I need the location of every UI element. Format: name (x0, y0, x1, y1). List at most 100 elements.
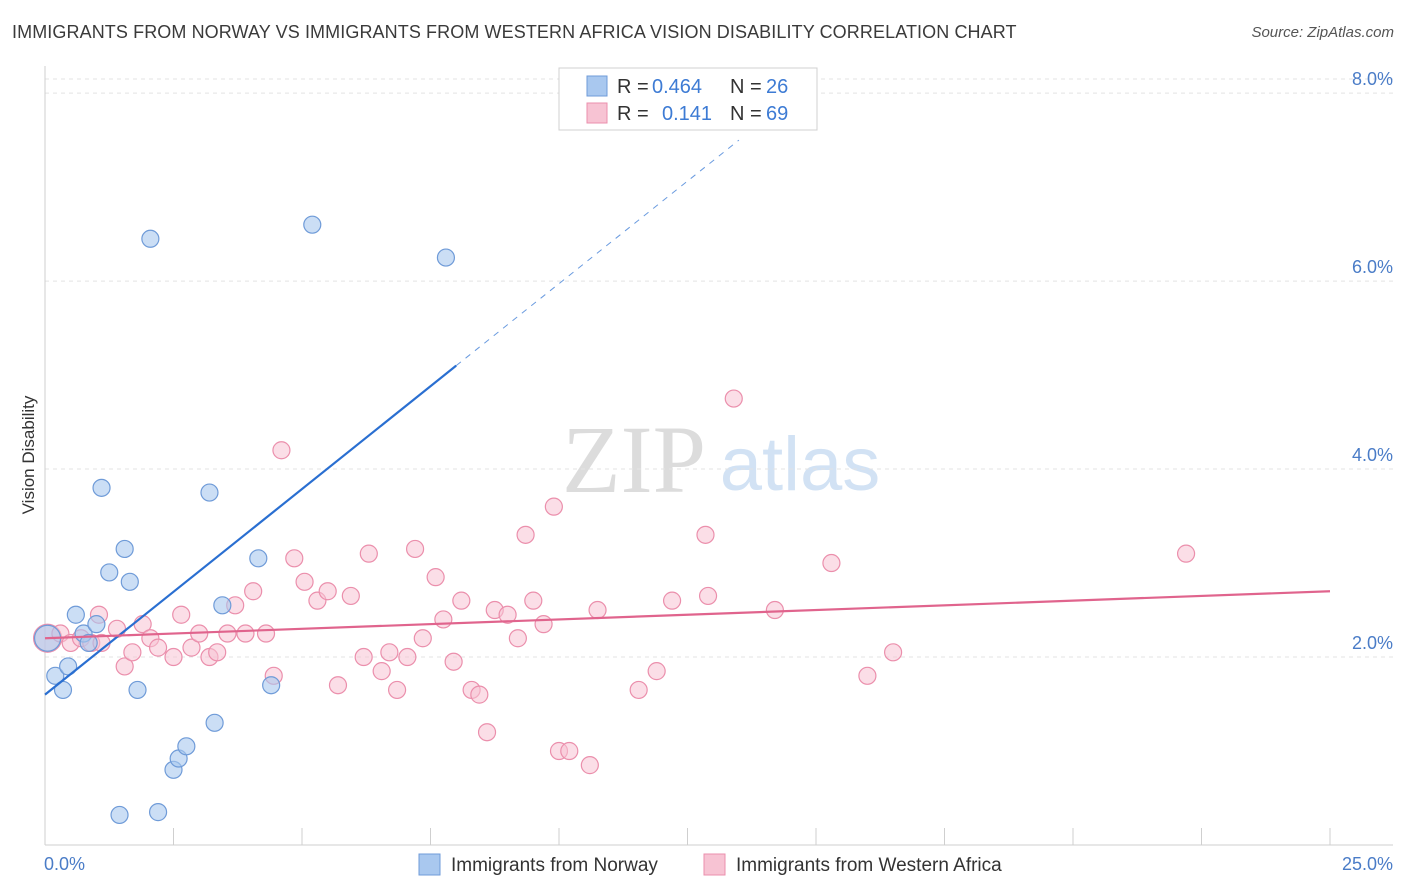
africa-point (172, 605, 191, 624)
africa-point (295, 572, 314, 591)
norway-n-label: N = (730, 76, 762, 98)
africa-r-label: R = (617, 103, 649, 125)
africa-point (647, 662, 666, 681)
africa-point (516, 525, 535, 544)
africa-point (123, 643, 142, 662)
africa-point (182, 638, 201, 657)
africa-point (822, 553, 841, 573)
norway-point (213, 596, 232, 615)
norway-point (200, 483, 219, 502)
africa-point (380, 643, 399, 662)
africa-point (470, 685, 489, 704)
norway-legend-swatch (586, 75, 608, 97)
africa-point (1176, 544, 1196, 563)
africa-point (477, 723, 497, 742)
y-tick-label: 6.0% (1352, 257, 1393, 277)
norway-series-points (33, 215, 456, 825)
chart-title: IMMIGRANTS FROM NORWAY VS IMMIGRANTS FRO… (12, 22, 1017, 42)
africa-series-points (32, 389, 1196, 775)
norway-series-name: Immigrants from Norway (451, 855, 658, 876)
norway-point (249, 549, 268, 568)
africa-series-name: Immigrants from Western Africa (736, 855, 1002, 876)
norway-point (205, 713, 224, 732)
norway-point (177, 737, 196, 756)
norway-point (120, 572, 139, 591)
y-tick-label: 8.0% (1352, 69, 1393, 89)
africa-point (698, 586, 718, 606)
africa-point (285, 549, 304, 568)
africa-point (218, 624, 237, 643)
norway-point (436, 248, 456, 267)
y-axis-label: Vision Disability (19, 395, 38, 514)
africa-point (434, 610, 453, 629)
norway-point (87, 615, 106, 634)
norway-point (66, 605, 85, 624)
watermark-atlas: atlas (720, 422, 881, 507)
africa-point (405, 539, 425, 559)
source-credit: Source: ZipAtlas.com (1251, 24, 1394, 41)
norway-point (79, 633, 98, 653)
norway-point (128, 680, 147, 700)
norway-point (148, 803, 168, 822)
norway-point (100, 563, 119, 582)
africa-legend-swatch (586, 102, 608, 124)
africa-point (354, 647, 373, 667)
africa-point (208, 643, 227, 662)
africa-point (580, 756, 599, 775)
norway-point (110, 805, 129, 825)
africa-point (413, 629, 432, 648)
africa-series-swatch (703, 853, 726, 876)
norway-trend-extension (455, 139, 740, 367)
africa-point (387, 680, 407, 700)
series-legend: Immigrants from Norway Immigrants from W… (418, 853, 1002, 876)
x-tick-label: 25.0% (1342, 854, 1393, 874)
norway-point (303, 215, 322, 234)
africa-point (164, 647, 183, 667)
watermark: ZIP atlas (562, 406, 880, 513)
africa-point (452, 591, 471, 610)
africa-point (236, 624, 255, 643)
africa-point (724, 389, 743, 408)
correlation-legend: R = 0.464 N = 26 R = 0.141 N = 69 (558, 67, 818, 131)
norway-point (141, 229, 160, 248)
y-tick-labels: 2.0% 4.0% 6.0% 8.0% (1352, 69, 1393, 653)
norway-point (262, 676, 281, 695)
africa-r-value: 0.141 (662, 103, 712, 125)
africa-point (544, 497, 563, 516)
norway-point (115, 539, 134, 559)
africa-n-value: 69 (766, 103, 788, 125)
gridlines (45, 78, 1395, 658)
y-tick-label: 4.0% (1352, 445, 1393, 465)
y-tick-label: 2.0% (1352, 633, 1393, 653)
africa-point (534, 615, 553, 634)
africa-point (256, 624, 276, 643)
africa-point (148, 638, 168, 657)
africa-point (696, 525, 715, 544)
norway-n-value: 26 (766, 76, 788, 98)
x-tick-label: 0.0% (44, 854, 85, 874)
africa-point (444, 652, 463, 671)
africa-point (244, 582, 263, 601)
africa-point (508, 629, 527, 648)
axes (44, 66, 1393, 846)
africa-n-label: N = (730, 103, 762, 125)
africa-point (765, 600, 784, 620)
africa-point (115, 657, 134, 676)
africa-point (359, 544, 378, 563)
africa-point (398, 647, 417, 667)
africa-point (883, 643, 903, 662)
norway-point (92, 478, 111, 497)
africa-point (341, 586, 360, 606)
africa-point (858, 666, 877, 685)
africa-point (328, 676, 348, 695)
africa-trend-line (44, 590, 1331, 640)
africa-point (426, 568, 445, 587)
africa-point (629, 680, 648, 700)
africa-point (560, 741, 579, 761)
trend-lines (44, 139, 1331, 696)
africa-point (498, 605, 517, 624)
africa-point (662, 591, 682, 610)
norway-r-label: R = (617, 76, 649, 98)
x-tick-labels: 0.0% 25.0% (44, 854, 1393, 874)
